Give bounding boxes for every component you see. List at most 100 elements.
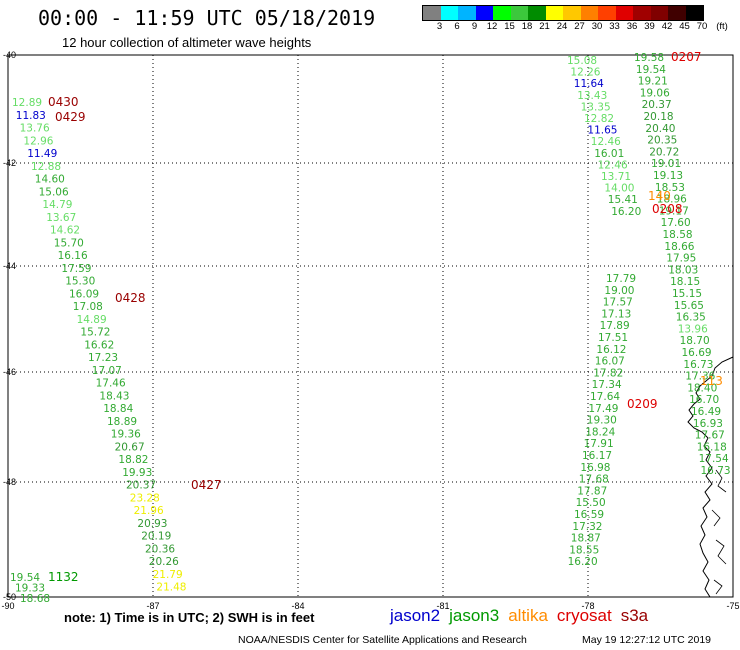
wave-height-value: 18.55 bbox=[569, 544, 599, 556]
plot-border bbox=[7, 54, 734, 598]
wave-height-value: 15.50 bbox=[576, 497, 606, 509]
color-swatch bbox=[668, 6, 686, 20]
wave-height-value: 16.62 bbox=[84, 339, 114, 351]
wave-height-value: 20.35 bbox=[647, 135, 677, 147]
wave-height-value: 17.67 bbox=[695, 430, 725, 442]
satellite-altika-label: altika bbox=[508, 606, 548, 625]
wave-height-value: 19.54 bbox=[636, 64, 666, 76]
pass-time-label: 0429 bbox=[55, 110, 86, 124]
wave-height-value: 16.20 bbox=[568, 556, 598, 568]
longitude-label: -81 bbox=[436, 601, 450, 611]
wave-height-value: 16.18 bbox=[697, 441, 727, 453]
color-swatch bbox=[633, 6, 651, 20]
wave-height-value: 20.18 bbox=[644, 111, 674, 123]
wave-height-value: 16.35 bbox=[676, 312, 706, 324]
map-title: 00:00 - 11:59 UTC 05/18/2019 bbox=[38, 6, 376, 30]
pass-time-label: 1132 bbox=[48, 570, 79, 584]
latitude-label: -40 bbox=[3, 50, 17, 60]
pass-time-label: 113 bbox=[700, 374, 723, 388]
color-swatch bbox=[650, 6, 668, 20]
wave-height-value: 12.88 bbox=[31, 161, 61, 173]
wave-height-value: 16.73 bbox=[683, 359, 713, 371]
wave-height-value: 19.01 bbox=[651, 158, 681, 170]
wave-height-value: 15.41 bbox=[608, 194, 638, 206]
satellite-s3a-label: s3a bbox=[620, 606, 649, 625]
wave-height-value: 15.08 bbox=[567, 55, 597, 67]
wave-height-value: 19.58 bbox=[634, 52, 664, 64]
wave-height-value: 17.59 bbox=[61, 263, 91, 275]
island-outline bbox=[715, 469, 727, 493]
latitude-label: -46 bbox=[3, 367, 17, 377]
wave-height-value: 15.70 bbox=[54, 237, 84, 249]
color-scale-tick-label: 18 bbox=[521, 21, 533, 32]
color-scale-tick-label: 33 bbox=[609, 21, 620, 32]
longitude-label: -87 bbox=[146, 601, 160, 611]
latitude-label: -44 bbox=[3, 261, 17, 271]
wave-height-value: 18.87 bbox=[571, 533, 601, 545]
credit-line: NOAA/NESDIS Center for Satellite Applica… bbox=[238, 634, 527, 646]
color-scale-tick-label: 45 bbox=[679, 21, 690, 32]
wave-height-value: 17.64 bbox=[590, 391, 620, 403]
wave-height-value: 18.70 bbox=[680, 335, 710, 347]
color-scale-tick-label: 30 bbox=[591, 21, 603, 32]
wave-height-value: 20.37 bbox=[642, 99, 672, 111]
wave-height-value: 17.89 bbox=[600, 320, 630, 332]
wave-height-value: 13.35 bbox=[581, 101, 611, 113]
color-scale-tick-label: 21 bbox=[539, 21, 550, 32]
pass-time-label: 0209 bbox=[627, 397, 658, 411]
wave-height-value: 16.73 bbox=[701, 465, 731, 477]
footer-note: note: 1) Time is in UTC; 2) SWH is in fe… bbox=[64, 610, 315, 625]
wave-height-observations: 12.8911.8313.7612.9611.4912.8814.6015.06… bbox=[10, 52, 731, 605]
wave-height-value: 17.36 bbox=[685, 371, 715, 383]
wave-height-value: 16.09 bbox=[69, 288, 99, 300]
color-swatch bbox=[493, 6, 511, 20]
wave-height-value: 18.24 bbox=[585, 426, 615, 438]
wave-height-value: 17.54 bbox=[699, 453, 729, 465]
wave-height-value: 16.59 bbox=[574, 509, 604, 521]
wave-height-value: 17.08 bbox=[73, 301, 103, 313]
longitude-label: -84 bbox=[291, 601, 305, 611]
wave-height-value: 14.62 bbox=[50, 225, 80, 237]
wave-height-value: 12.96 bbox=[23, 135, 53, 147]
wave-height-value: 15.65 bbox=[674, 300, 704, 312]
wave-height-value: 20.67 bbox=[115, 441, 145, 453]
wave-height-value: 17.34 bbox=[592, 379, 622, 391]
color-swatch bbox=[563, 6, 581, 20]
color-swatch bbox=[475, 6, 493, 20]
wave-height-value: 11.83 bbox=[16, 110, 46, 122]
wave-height-value: 16.12 bbox=[596, 344, 626, 356]
wave-height-value: 17.51 bbox=[598, 332, 628, 344]
wave-height-value: 17.60 bbox=[661, 217, 691, 229]
wave-height-value: 16.16 bbox=[58, 250, 88, 262]
wave-height-value: 16.17 bbox=[582, 450, 612, 462]
wave-height-value: 18.53 bbox=[655, 182, 685, 194]
color-scale-tick-label: 15 bbox=[504, 21, 515, 32]
wave-height-value: 15.72 bbox=[80, 327, 110, 339]
latitude-label: -50 bbox=[3, 592, 17, 602]
longitude-label: -78 bbox=[581, 601, 595, 611]
wave-height-value: 17.13 bbox=[601, 308, 631, 320]
wave-height-value: 19.93 bbox=[122, 467, 152, 479]
wave-height-value: 17.49 bbox=[588, 403, 618, 415]
wave-height-value: 13.43 bbox=[577, 90, 607, 102]
wave-height-value: 20.40 bbox=[645, 123, 675, 135]
wave-height-value: 18.43 bbox=[99, 390, 129, 402]
satellite-jason3-label: jason3 bbox=[449, 606, 500, 625]
wave-height-value: 15.15 bbox=[672, 288, 702, 300]
wave-height-value: 17.87 bbox=[577, 485, 607, 497]
wave-height-value: 18.58 bbox=[663, 229, 693, 241]
satellite-cryosat-label: cryosat bbox=[556, 606, 612, 625]
pass-time-label: 0428 bbox=[115, 291, 146, 305]
pass-time-label: 0208 bbox=[652, 202, 683, 216]
wave-height-value: 19.13 bbox=[653, 170, 683, 182]
color-scale-labels: 3 6 9 12 15 18 21 24 27 30 33 36 39 42 45 70 (ft) bbox=[422, 21, 740, 33]
wave-height-value: 18.96 bbox=[657, 194, 687, 206]
satellite-legend: jason2 jason3 altika cryosat s3a bbox=[390, 606, 657, 626]
coastline-outline bbox=[687, 356, 734, 598]
wave-height-value: 16.20 bbox=[611, 206, 641, 218]
wave-height-value: 13.67 bbox=[46, 212, 76, 224]
wave-height-value: 13.76 bbox=[20, 123, 50, 135]
wave-height-value: 18.03 bbox=[668, 264, 698, 276]
